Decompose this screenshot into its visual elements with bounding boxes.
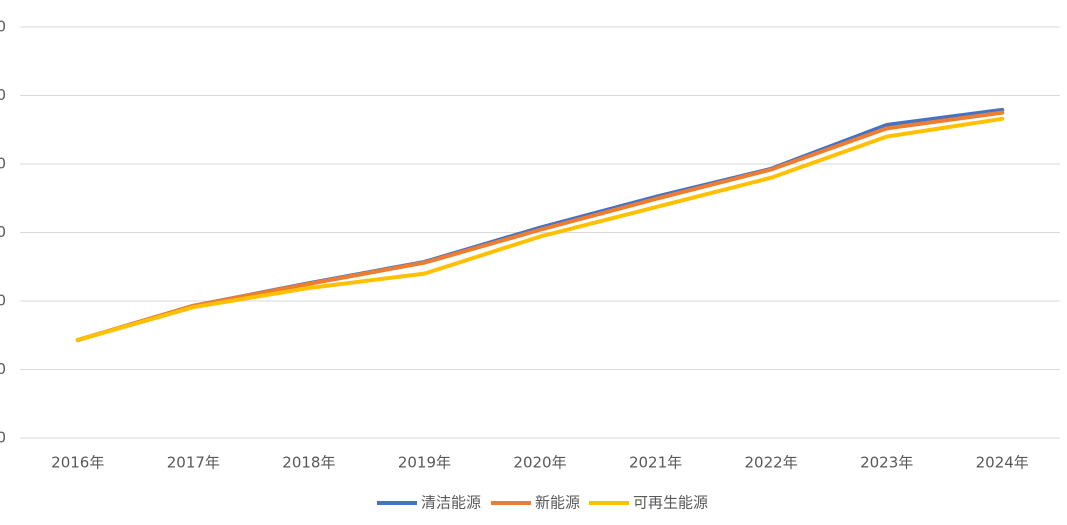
x-tick-label: 2024年 bbox=[976, 454, 1029, 472]
y-tick-label: 40 bbox=[0, 155, 6, 173]
x-tick-label: 2017年 bbox=[167, 454, 220, 472]
series-line bbox=[75, 110, 1005, 343]
x-tick-label: 2021年 bbox=[629, 454, 682, 472]
legend-label: 可再生能源 bbox=[633, 494, 708, 512]
y-tick-label: 50 bbox=[0, 86, 6, 104]
series-line bbox=[75, 116, 1005, 343]
x-tick-label: 2023年 bbox=[860, 454, 913, 472]
y-tick-label: 10 bbox=[0, 360, 6, 378]
x-tick-label: 2019年 bbox=[398, 454, 451, 472]
y-tick-label: 60 bbox=[0, 18, 6, 36]
y-tick-label: 30 bbox=[0, 223, 6, 241]
x-tick-label: 2018年 bbox=[282, 454, 335, 472]
x-tick-label: 2016年 bbox=[51, 454, 104, 472]
legend-label: 清洁能源 bbox=[421, 494, 481, 512]
y-tick-label: 0 bbox=[0, 429, 6, 447]
legend-label: 新能源 bbox=[535, 494, 580, 512]
x-tick-label: 2022年 bbox=[745, 454, 798, 472]
y-tick-label: 20 bbox=[0, 292, 6, 310]
x-tick-label: 2020年 bbox=[513, 454, 566, 472]
